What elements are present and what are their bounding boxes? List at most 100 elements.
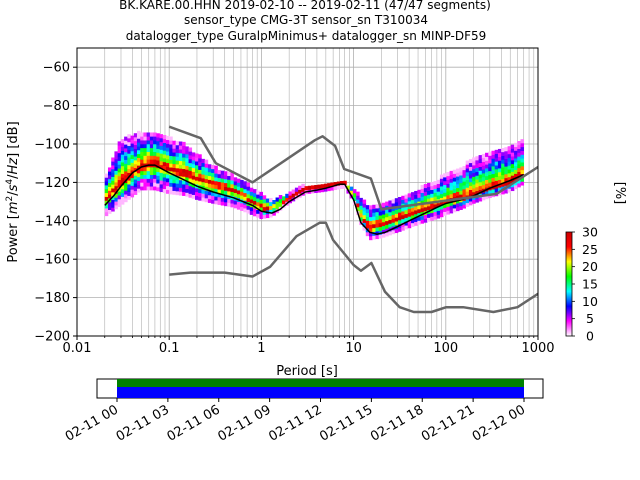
psd-cell (385, 216, 389, 222)
psd-cell (178, 149, 183, 154)
psd-cell (120, 150, 125, 155)
psd-cell (420, 196, 425, 201)
psd-cell (433, 211, 438, 216)
psd-cell (372, 212, 376, 217)
psd-cell (468, 158, 473, 164)
psd-cell (185, 192, 189, 197)
psd-cell (514, 177, 518, 182)
psd-cell (149, 174, 154, 179)
psd-cell (407, 212, 412, 217)
psd-cell (462, 189, 467, 194)
psd-cell (230, 180, 234, 185)
psd-cell (478, 189, 483, 194)
psd-cell (172, 159, 176, 165)
psd-cell (497, 168, 502, 173)
psd-cell (117, 149, 122, 154)
psd-cell (443, 207, 447, 212)
psd-cell (217, 189, 222, 194)
psd-cell (188, 178, 193, 183)
psd-cell (459, 190, 463, 195)
psd-cell (143, 159, 147, 164)
psd-cell (369, 212, 373, 218)
psd-cell (504, 150, 508, 156)
psd-cell (127, 134, 131, 139)
psd-cell (114, 193, 118, 198)
y-axis-ticks: −60 −80 −100 −120 −140 −160 −180 −200 (34, 61, 77, 345)
psd-cell (465, 172, 470, 177)
psd-cell (414, 206, 418, 211)
psd-cell (169, 178, 173, 183)
psd-cell (423, 187, 428, 192)
psd-cell (456, 176, 460, 181)
psd-cell (472, 180, 476, 185)
psd-cell (136, 153, 141, 158)
psd-cell (185, 177, 189, 182)
psd-cell (172, 186, 176, 191)
psd-cell (488, 170, 492, 175)
psd-cell (481, 196, 486, 201)
psd-cell (494, 165, 499, 170)
psd-cell (468, 201, 473, 206)
psd-cell (120, 146, 125, 151)
psd-cell (427, 194, 431, 199)
psd-cell (127, 184, 131, 189)
psd-cell (369, 209, 373, 214)
psd-cell (243, 192, 247, 197)
psd-cell (456, 203, 460, 208)
psd-cell (169, 167, 173, 172)
psd-cell (207, 168, 212, 173)
psd-cell (191, 167, 196, 172)
psd-cell (201, 162, 205, 167)
psd-cell (446, 183, 450, 188)
psd-cell (127, 164, 131, 170)
psd-cell (452, 200, 457, 205)
psd-cell (159, 141, 164, 146)
psd-cell (175, 141, 180, 146)
psd-cell (459, 194, 463, 199)
psd-cell (420, 200, 425, 205)
psd-cell (497, 187, 502, 192)
psd-cell (220, 193, 225, 198)
psd-cell (240, 183, 244, 188)
psd-cell (449, 201, 454, 206)
psd-cell (278, 202, 283, 207)
psd-cell (230, 172, 234, 177)
psd-cell (317, 184, 321, 189)
psd-cell (153, 147, 157, 152)
psd-cell (265, 206, 270, 211)
psd-cell (133, 183, 138, 188)
psd-cell (517, 183, 521, 188)
colorbar-tick-label: 25 (582, 242, 598, 257)
psd-cell (481, 184, 486, 189)
psd-cell (510, 175, 515, 180)
psd-cell (330, 186, 334, 191)
psd-cell (430, 208, 434, 214)
psd-cell (165, 178, 170, 183)
psd-cell (136, 165, 141, 170)
psd-cell (388, 208, 392, 213)
psd-cell (485, 160, 489, 165)
psd-cell (398, 216, 402, 221)
psd-cell (246, 194, 251, 199)
psd-cell (227, 191, 231, 196)
psd-cell (153, 167, 157, 172)
psd-cell (217, 196, 222, 202)
psd-cell (194, 195, 199, 200)
psd-cell (191, 160, 196, 165)
psd-cell (207, 171, 212, 177)
psd-cell (501, 174, 505, 180)
psd-cell (391, 210, 396, 215)
psd-cell (417, 220, 421, 225)
psd-cell (517, 175, 521, 180)
psd-cell (436, 183, 441, 188)
psd-cell (472, 176, 476, 181)
psd-cell (162, 177, 167, 182)
psd-cell (217, 185, 222, 190)
psd-cell (127, 176, 131, 181)
psd-cell (472, 165, 476, 170)
coverage-data-bar (117, 379, 524, 387)
psd-cell (449, 190, 454, 195)
psd-cell (140, 136, 144, 141)
psd-cell (111, 157, 115, 162)
psd-cell (156, 133, 160, 138)
